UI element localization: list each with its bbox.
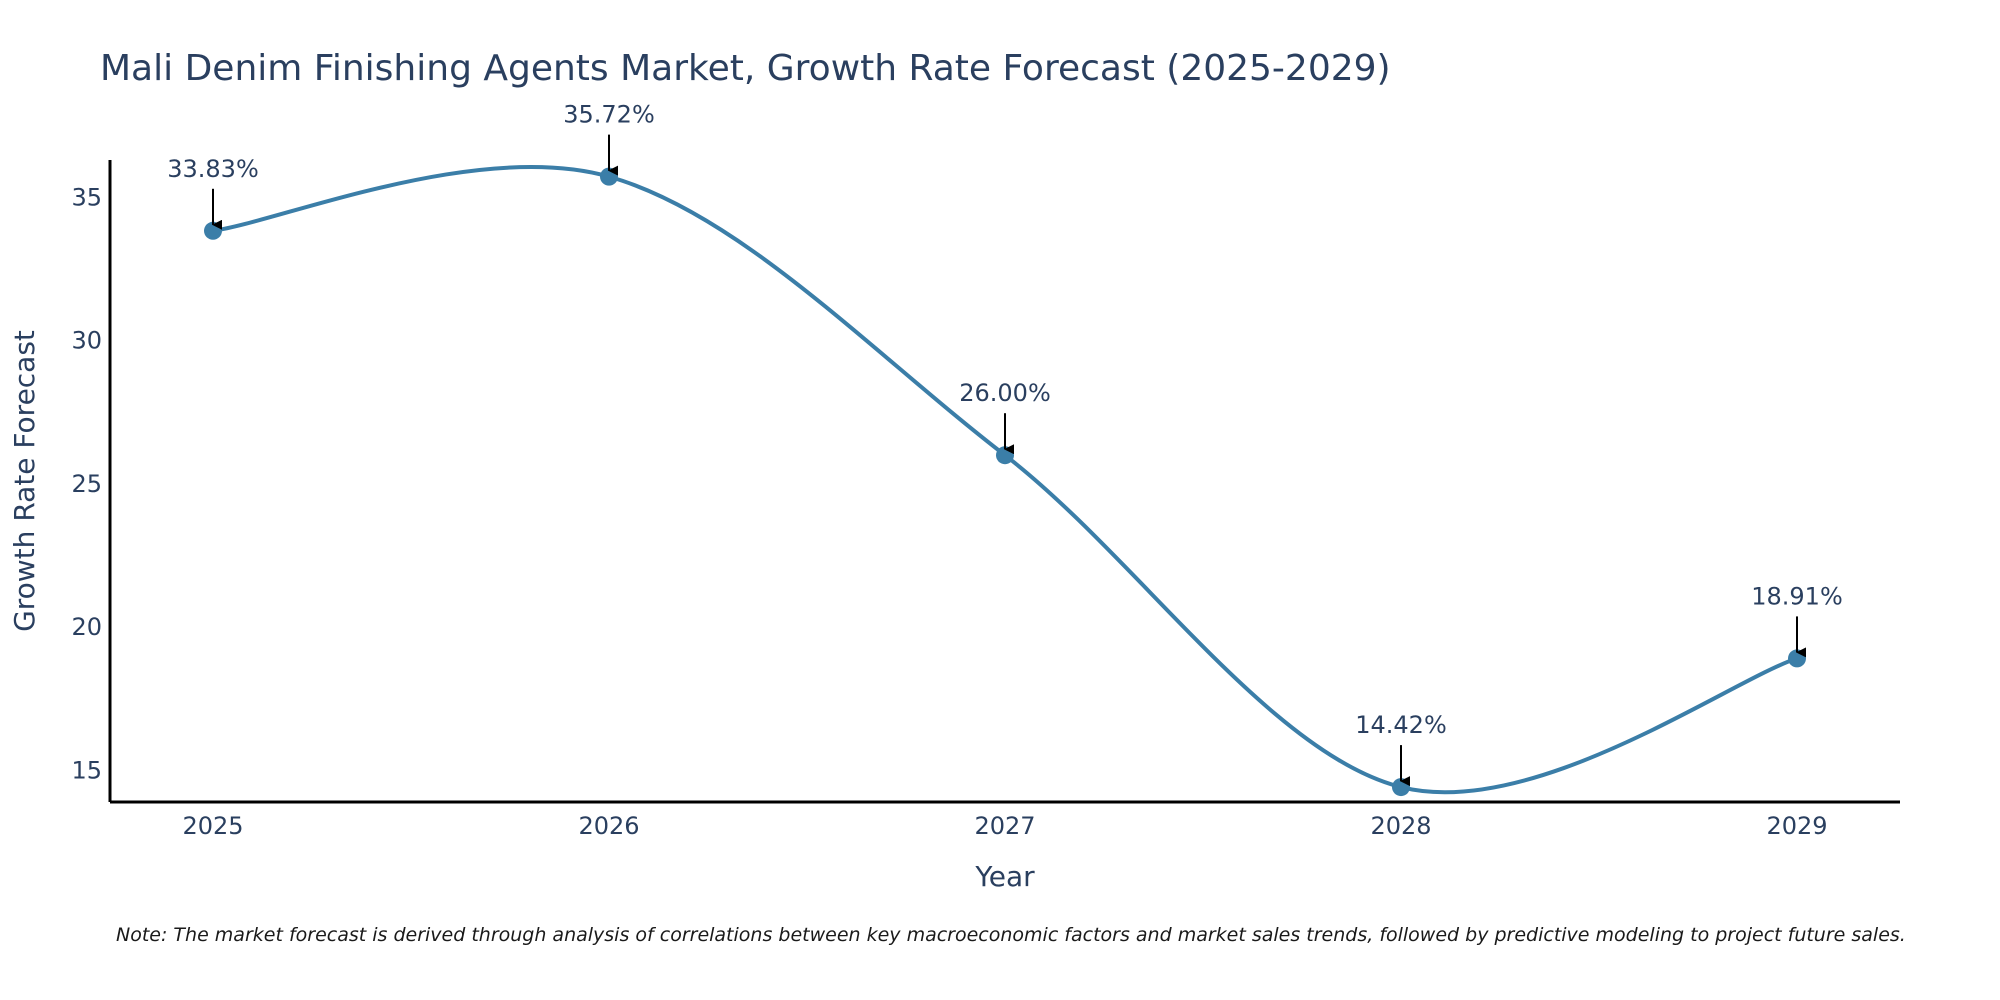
y-tick-label: 20 bbox=[71, 613, 102, 641]
x-tick-label: 2025 bbox=[182, 812, 243, 840]
x-tick-label: 2029 bbox=[1766, 812, 1827, 840]
data-label: 26.00% bbox=[959, 379, 1051, 407]
chart-title: Mali Denim Finishing Agents Market, Grow… bbox=[100, 48, 1391, 89]
data-label: 33.83% bbox=[167, 155, 259, 183]
x-tick-label: 2027 bbox=[974, 812, 1035, 840]
data-annotations: 33.83% 35.72% 26.00% 14.42% 18.91% bbox=[167, 101, 1843, 787]
y-tick-label: 15 bbox=[71, 756, 102, 784]
y-axis-ticks: 15 20 25 30 35 bbox=[71, 183, 102, 784]
data-label: 14.42% bbox=[1355, 711, 1447, 739]
x-tick-label: 2026 bbox=[578, 812, 639, 840]
series-line bbox=[212, 164, 1798, 795]
y-tick-label: 35 bbox=[71, 183, 102, 211]
x-axis-title: Year bbox=[974, 860, 1035, 893]
data-label: 18.91% bbox=[1751, 582, 1843, 610]
x-tick-label: 2028 bbox=[1370, 812, 1431, 840]
x-axis-ticks: 2025 2026 2027 2028 2029 bbox=[182, 812, 1827, 840]
footnote: Note: The market forecast is derived thr… bbox=[116, 924, 1906, 946]
y-tick-label: 25 bbox=[71, 470, 102, 498]
data-label: 35.72% bbox=[563, 101, 655, 129]
y-axis-title: Growth Rate Forecast bbox=[8, 330, 41, 632]
y-tick-label: 30 bbox=[71, 327, 102, 355]
data-points bbox=[204, 167, 1806, 797]
